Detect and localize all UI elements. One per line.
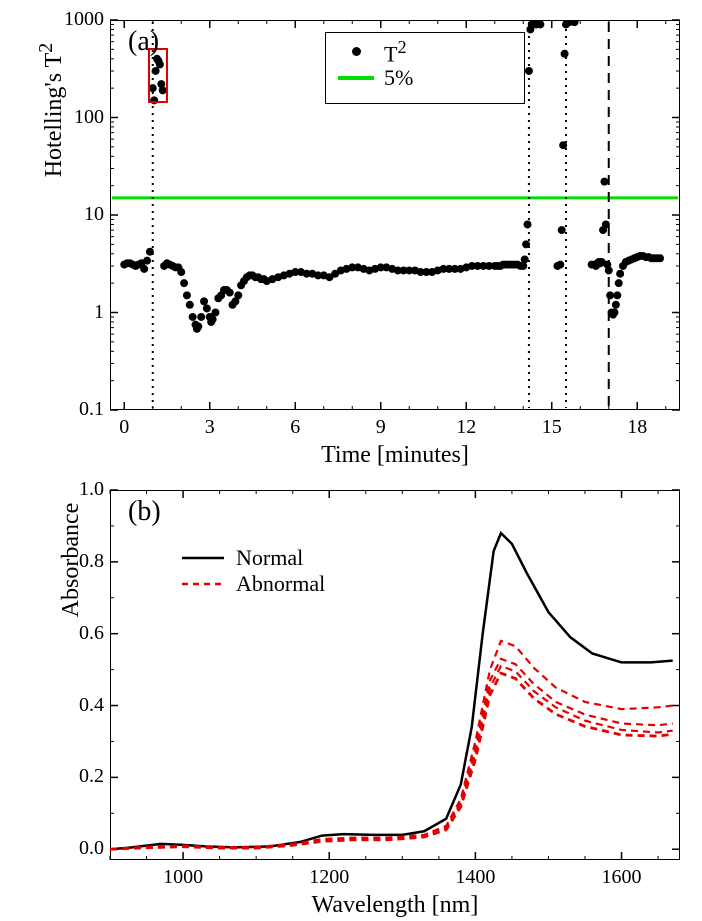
ytick-label: 10 <box>84 203 104 226</box>
panel-b-xlabel: Wavelength [nm] <box>110 892 680 919</box>
panel-a-ylabel: Hotelling's T2 <box>35 0 68 305</box>
xtick-label: 12 <box>451 416 481 439</box>
xtick-label: 18 <box>622 416 652 439</box>
ytick-label: 1000 <box>64 8 104 31</box>
panel-b-label: (b) <box>128 496 161 528</box>
xtick-label: 9 <box>366 416 396 439</box>
xtick-label: 15 <box>537 416 567 439</box>
ytick-label: 100 <box>74 106 104 129</box>
panel-a-label: (a) <box>128 26 159 58</box>
xtick-label: 1400 <box>450 866 500 889</box>
xtick-label: 1200 <box>304 866 354 889</box>
panel-b-legend: NormalAbnormal <box>180 545 325 597</box>
figure-root: 03691215180.11101001000T25%Time [minutes… <box>0 0 702 921</box>
panel-a-legend: T25% <box>325 32 525 104</box>
xtick-label: 3 <box>195 416 225 439</box>
panel-b-ylabel: Absorbance <box>58 375 85 745</box>
xtick-label: 1000 <box>158 866 208 889</box>
xtick-label: 1600 <box>597 866 647 889</box>
panel-a-xlabel: Time [minutes] <box>110 442 680 469</box>
ytick-label: 0.0 <box>79 837 104 860</box>
ytick-label: 1 <box>94 301 104 324</box>
xtick-label: 6 <box>280 416 310 439</box>
ytick-label: 0.2 <box>79 765 104 788</box>
xtick-label: 0 <box>109 416 139 439</box>
